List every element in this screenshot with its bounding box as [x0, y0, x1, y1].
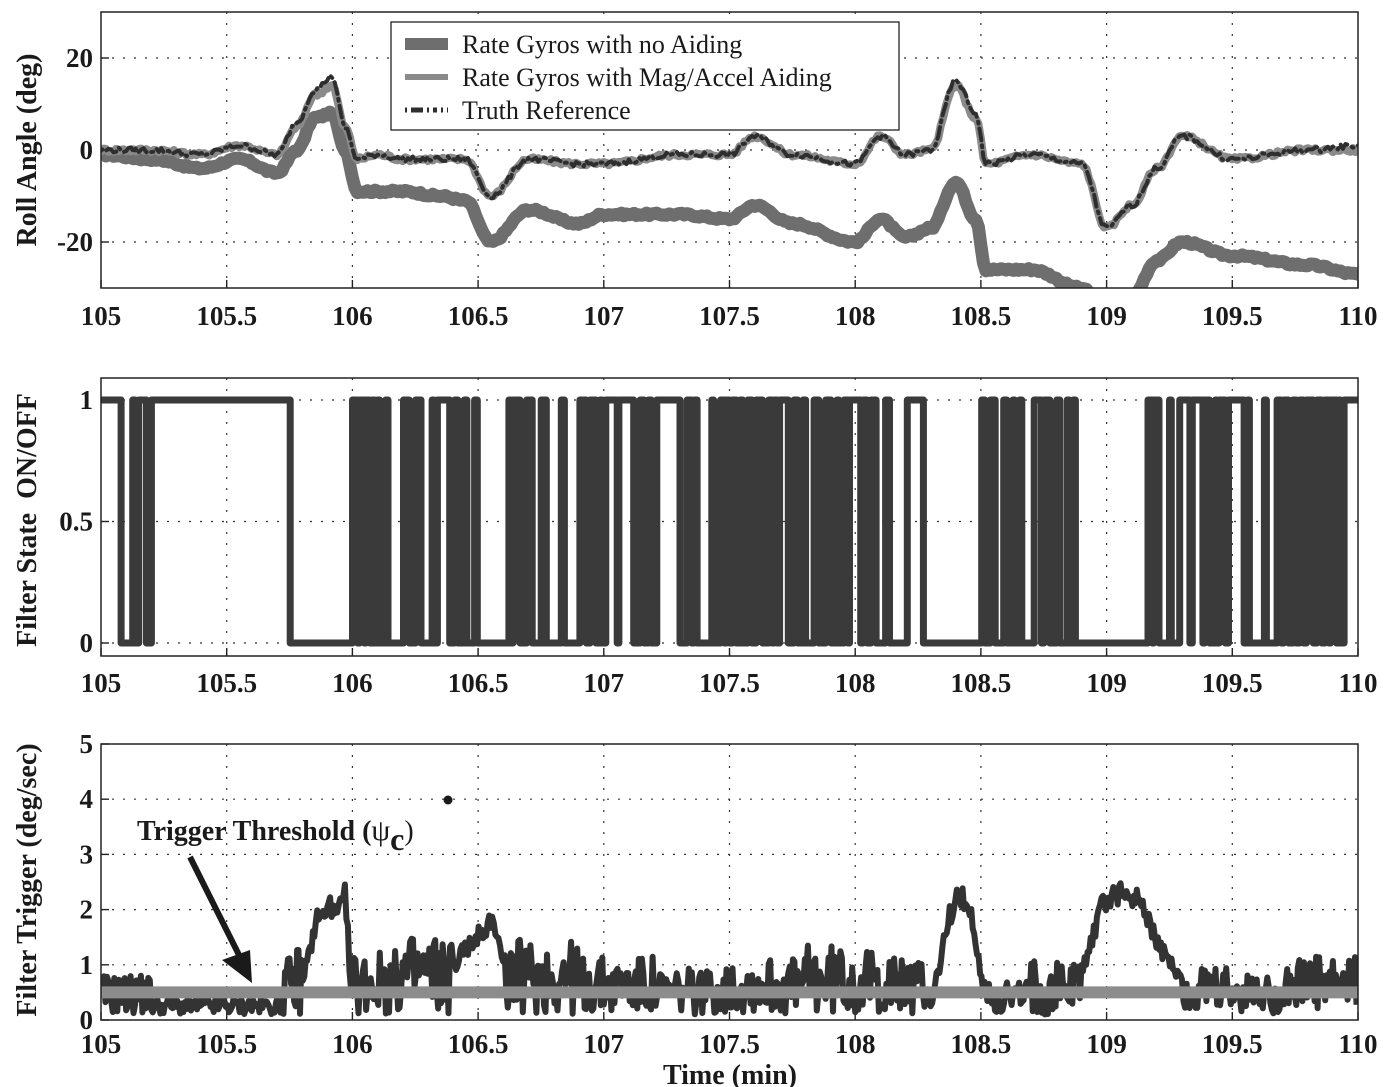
x-tick-label: 107 — [584, 1029, 625, 1059]
x-tick-label: 109 — [1086, 1029, 1127, 1059]
filter-state-ylabel: Filter State ON/OFF — [12, 393, 43, 647]
x-tick-label: 105.5 — [196, 301, 257, 331]
x-tick-label: 105 — [81, 668, 122, 698]
filter-trigger-xticks: 105 105.5 106 106.5 107 107.5 108 108.5 109 109.5… — [81, 1029, 1378, 1059]
x-tick-label: 110 — [1338, 1029, 1377, 1059]
series-truth-line — [101, 73, 1358, 229]
filter-trigger-ylabel: Filter Trigger (deg/sec) — [12, 743, 43, 1016]
filter-trigger-series — [101, 880, 1358, 1018]
y-tick-label: 0.5 — [59, 507, 93, 537]
annotation-dot-icon — [443, 795, 453, 805]
y-tick-label: 1 — [80, 950, 94, 980]
roll-angle-plot: 200-20 105 105.5 106 106.5 107 107.5 108 108.5 1… — [12, 11, 1378, 331]
x-tick-label: 106 — [332, 301, 373, 331]
series-filter-state-line — [101, 396, 1358, 647]
filter-state-series — [101, 396, 1358, 647]
legend-box — [390, 21, 900, 131]
x-tick-label: 109.5 — [1202, 668, 1263, 698]
x-tick-label: 110 — [1338, 301, 1377, 331]
x-tick-label: 108.5 — [951, 1029, 1012, 1059]
annotation-text: Trigger Threshold (ψc) — [137, 814, 414, 857]
x-tick-label: 105.5 — [196, 668, 257, 698]
filter-state-plot: 10.50 105 105.5 106 106.5 107 107.5 108 108.5 10… — [12, 377, 1378, 698]
x-tick-label: 108 — [835, 1029, 876, 1059]
x-tick-label: 109 — [1086, 301, 1127, 331]
x-tick-label: 108.5 — [951, 668, 1012, 698]
roll-angle-yticks: 20 0 -20 — [57, 43, 93, 257]
x-tick-label: 107.5 — [699, 668, 760, 698]
time-xlabel: Time (min) — [663, 1060, 797, 1087]
x-tick-label: 109 — [1086, 668, 1127, 698]
y-tick-label: 3 — [80, 839, 94, 869]
x-tick-label: 108 — [835, 668, 876, 698]
roll-angle-axes-frame — [100, 11, 1359, 289]
y-tick-label: 0 — [80, 628, 94, 658]
roll-angle-ylabel: Roll Angle (deg) — [12, 54, 43, 247]
x-tick-label: 106 — [332, 1029, 373, 1059]
y-tick-label: 5 — [80, 729, 94, 759]
roll-angle-xticks: 105 105.5 106 106.5 107 107.5 108 108.5 109 109.5… — [81, 301, 1378, 331]
x-tick-label: 106.5 — [448, 301, 509, 331]
y-tick-label: 1 — [80, 385, 94, 415]
x-tick-label: 105.5 — [196, 1029, 257, 1059]
arrow-head-icon — [222, 950, 252, 983]
x-tick-label: 108.5 — [951, 301, 1012, 331]
y-tick-label: -20 — [57, 227, 93, 257]
y-tick-label: 0 — [80, 135, 94, 165]
arrow-shaft — [187, 855, 246, 965]
x-tick-label: 108 — [835, 301, 876, 331]
filter-state-yticks: 10.50 — [59, 385, 93, 658]
x-tick-label: 109.5 — [1202, 1029, 1263, 1059]
legend-label-aided: Rate Gyros with Mag/Accel Aiding — [462, 63, 832, 92]
x-tick-label: 107.5 — [699, 301, 760, 331]
legend-label-no-aiding: Rate Gyros with no Aiding — [462, 30, 742, 59]
filter-trigger-axes-frame — [100, 743, 1359, 1021]
y-tick-label: 4 — [80, 784, 94, 814]
roll-angle-series — [101, 73, 1358, 288]
series-no-aiding-line — [101, 105, 1358, 288]
y-tick-label: 20 — [66, 43, 93, 73]
x-tick-label: 106.5 — [448, 668, 509, 698]
x-tick-label: 110 — [1338, 668, 1377, 698]
x-tick-label: 105 — [81, 301, 122, 331]
x-tick-label: 106 — [332, 668, 373, 698]
x-tick-label: 106.5 — [448, 1029, 509, 1059]
x-tick-label: 109.5 — [1202, 301, 1263, 331]
filter-trigger-grid — [100, 743, 1359, 1021]
trigger-threshold-annotation: Trigger Threshold (ψc) — [137, 795, 453, 983]
x-tick-label: 107.5 — [699, 1029, 760, 1059]
y-tick-label: 2 — [80, 895, 94, 925]
x-tick-label: 105 — [81, 1029, 122, 1059]
series-filter-trigger-line — [101, 880, 1358, 1018]
y-tick-label: 0 — [80, 1005, 94, 1035]
annotation-psi-symbol: ψ — [371, 814, 390, 847]
annotation-label: Trigger Threshold ( — [137, 816, 371, 847]
filter-state-xticks: 105 105.5 106 106.5 107 107.5 108 108.5 109 109.5… — [81, 668, 1378, 698]
filter-trigger-yticks: 5 4 3 2 1 0 — [80, 729, 94, 1035]
legend: Rate Gyros with no Aiding Rate Gyros wit… — [390, 21, 900, 131]
annotation-subscript: c — [390, 821, 404, 857]
filter-state-axes-frame — [100, 377, 1359, 657]
x-tick-label: 107 — [584, 301, 625, 331]
legend-label-truth: Truth Reference — [462, 96, 631, 125]
x-tick-label: 107 — [584, 668, 625, 698]
annotation-close-paren: ) — [404, 816, 413, 847]
